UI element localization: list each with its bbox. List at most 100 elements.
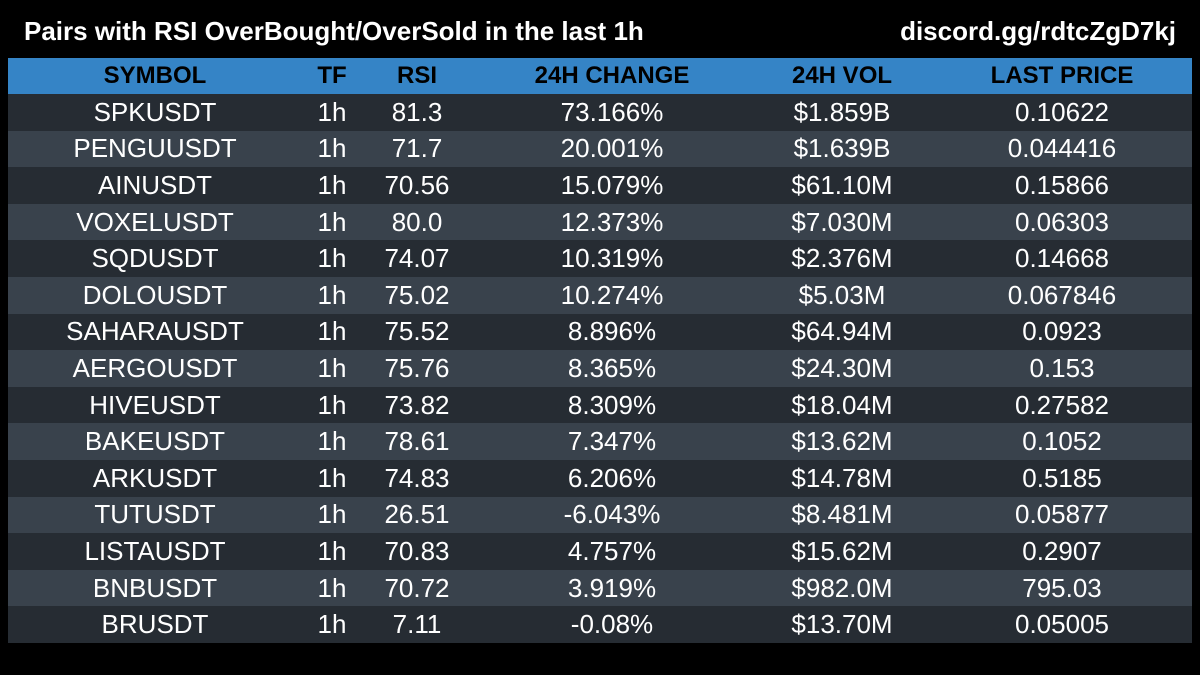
table-row: LISTAUSDT 1h 70.83 4.757% $15.62M 0.2907 bbox=[8, 533, 1192, 570]
table-row: SPKUSDT 1h 81.3 73.166% $1.859B 0.10622 bbox=[8, 94, 1192, 131]
cell-rsi: 7.11 bbox=[392, 609, 442, 640]
column-header-last-price: LAST PRICE bbox=[990, 62, 1134, 89]
cell-24h-vol: $7.030M bbox=[791, 206, 893, 237]
cell-rsi: 78.61 bbox=[384, 426, 450, 457]
cell-24h-vol: $2.376M bbox=[791, 243, 893, 274]
discord-link[interactable]: discord.gg/rdtcZgD7kj bbox=[900, 16, 1176, 46]
cell-24h-change: -0.08% bbox=[570, 609, 654, 640]
cell-rsi: 75.02 bbox=[384, 279, 450, 310]
cell-tf: 1h bbox=[317, 133, 347, 164]
cell-symbol: HIVEUSDT bbox=[89, 389, 221, 420]
table-row: DOLOUSDT 1h 75.02 10.274% $5.03M 0.06784… bbox=[8, 276, 1192, 314]
cell-last-price: 0.27582 bbox=[1015, 389, 1109, 420]
table-row: ARKUSDT 1h 74.83 6.206% $14.78M 0.5185 bbox=[8, 459, 1192, 497]
cell-last-price: 0.153 bbox=[1029, 352, 1095, 383]
cell-tf: 1h bbox=[317, 169, 347, 200]
cell-last-price: 0.10622 bbox=[1015, 96, 1109, 127]
table-row: BNBUSDT 1h 70.72 3.919% $982.0M 795.03 bbox=[8, 569, 1192, 607]
column-header-24h-vol: 24H VOL bbox=[791, 62, 893, 89]
cell-rsi: 74.83 bbox=[384, 462, 450, 493]
cell-last-price: 0.05005 bbox=[1015, 609, 1109, 640]
cell-rsi: 81.3 bbox=[391, 96, 443, 127]
cell-24h-change: 15.079% bbox=[560, 169, 664, 200]
cell-rsi: 71.7 bbox=[391, 133, 443, 164]
cell-last-price: 0.06303 bbox=[1015, 206, 1109, 237]
cell-24h-vol: $1.859B bbox=[793, 96, 891, 127]
cell-rsi: 70.56 bbox=[384, 169, 450, 200]
page-title: Pairs with RSI OverBought/OverSold in th… bbox=[24, 16, 644, 46]
cell-24h-vol: $8.481M bbox=[791, 499, 893, 530]
cell-rsi: 26.51 bbox=[384, 499, 450, 530]
cell-symbol: SQDUSDT bbox=[91, 243, 219, 274]
table-header-row: SYMBOL TF RSI 24H CHANGE 24H VOL LAST PR… bbox=[8, 58, 1192, 94]
cell-last-price: 0.0923 bbox=[1022, 316, 1102, 347]
cell-24h-vol: $64.94M bbox=[791, 316, 893, 347]
cell-24h-vol: $61.10M bbox=[791, 169, 893, 200]
cell-24h-vol: $982.0M bbox=[791, 572, 893, 603]
cell-tf: 1h bbox=[317, 462, 347, 493]
cell-24h-change: 7.347% bbox=[567, 426, 657, 457]
cell-symbol: BNBUSDT bbox=[92, 572, 218, 603]
cell-24h-change: 10.274% bbox=[560, 279, 664, 310]
table-row: AINUSDT 1h 70.56 15.079% $61.10M 0.15866 bbox=[8, 167, 1192, 204]
cell-24h-change: 6.206% bbox=[567, 462, 657, 493]
column-header-symbol: SYMBOL bbox=[103, 62, 207, 89]
cell-last-price: 0.05877 bbox=[1015, 499, 1109, 530]
table-row: AERGOUSDT 1h 75.76 8.365% $24.30M 0.153 bbox=[8, 350, 1192, 387]
cell-24h-change: 8.365% bbox=[567, 352, 657, 383]
cell-tf: 1h bbox=[317, 96, 347, 127]
cell-tf: 1h bbox=[317, 572, 347, 603]
cell-rsi: 73.82 bbox=[384, 389, 450, 420]
cell-24h-vol: $5.03M bbox=[798, 279, 886, 310]
cell-symbol: ARKUSDT bbox=[92, 462, 218, 493]
cell-symbol: PENGUUSDT bbox=[73, 133, 237, 164]
table-row: HIVEUSDT 1h 73.82 8.309% $18.04M 0.27582 bbox=[8, 386, 1192, 424]
cell-symbol: SPKUSDT bbox=[93, 96, 217, 127]
table-row: VOXELUSDT 1h 80.0 12.373% $7.030M 0.0630… bbox=[8, 203, 1192, 241]
cell-symbol: VOXELUSDT bbox=[76, 206, 234, 237]
cell-last-price: 0.15866 bbox=[1015, 169, 1109, 200]
cell-symbol: BRUSDT bbox=[101, 609, 209, 640]
cell-tf: 1h bbox=[317, 499, 347, 530]
cell-24h-vol: $13.62M bbox=[791, 426, 893, 457]
cell-24h-change: 8.309% bbox=[567, 389, 657, 420]
cell-rsi: 70.83 bbox=[384, 535, 450, 566]
cell-tf: 1h bbox=[317, 206, 347, 237]
cell-24h-vol: $18.04M bbox=[791, 389, 893, 420]
cell-24h-vol: $14.78M bbox=[791, 462, 893, 493]
cell-symbol: DOLOUSDT bbox=[82, 279, 228, 310]
header-bar: Pairs with RSI OverBought/OverSold in th… bbox=[0, 0, 1200, 58]
cell-last-price: 795.03 bbox=[1022, 572, 1102, 603]
cell-last-price: 0.044416 bbox=[1007, 133, 1117, 164]
cell-last-price: 0.2907 bbox=[1022, 535, 1102, 566]
cell-24h-vol: $15.62M bbox=[791, 535, 893, 566]
cell-24h-change: 12.373% bbox=[560, 206, 664, 237]
cell-24h-change: 8.896% bbox=[567, 316, 657, 347]
cell-last-price: 0.067846 bbox=[1007, 279, 1117, 310]
cell-24h-change: 3.919% bbox=[567, 572, 657, 603]
table-row: TUTUSDT 1h 26.51 -6.043% $8.481M 0.05877 bbox=[8, 496, 1192, 534]
cell-24h-change: -6.043% bbox=[563, 499, 661, 530]
cell-symbol: LISTAUSDT bbox=[84, 535, 226, 566]
cell-rsi: 74.07 bbox=[384, 243, 450, 274]
cell-24h-change: 73.166% bbox=[560, 96, 664, 127]
cell-rsi: 80.0 bbox=[391, 206, 443, 237]
cell-24h-vol: $1.639B bbox=[793, 133, 891, 164]
cell-last-price: 0.5185 bbox=[1022, 462, 1102, 493]
cell-symbol: AERGOUSDT bbox=[72, 352, 238, 383]
cell-tf: 1h bbox=[317, 316, 347, 347]
cell-tf: 1h bbox=[317, 609, 347, 640]
column-header-24h-change: 24H CHANGE bbox=[534, 62, 690, 89]
cell-rsi: 70.72 bbox=[384, 572, 450, 603]
cell-24h-change: 10.319% bbox=[560, 243, 664, 274]
cell-symbol: SAHARAUSDT bbox=[66, 316, 244, 347]
rsi-table: SYMBOL TF RSI 24H CHANGE 24H VOL LAST PR… bbox=[8, 58, 1192, 643]
cell-last-price: 0.1052 bbox=[1022, 426, 1102, 457]
cell-24h-change: 20.001% bbox=[560, 133, 664, 164]
cell-tf: 1h bbox=[317, 279, 347, 310]
cell-24h-vol: $24.30M bbox=[791, 352, 893, 383]
table-row: SQDUSDT 1h 74.07 10.319% $2.376M 0.14668 bbox=[8, 240, 1192, 277]
cell-tf: 1h bbox=[317, 389, 347, 420]
cell-tf: 1h bbox=[317, 535, 347, 566]
cell-last-price: 0.14668 bbox=[1015, 243, 1109, 274]
